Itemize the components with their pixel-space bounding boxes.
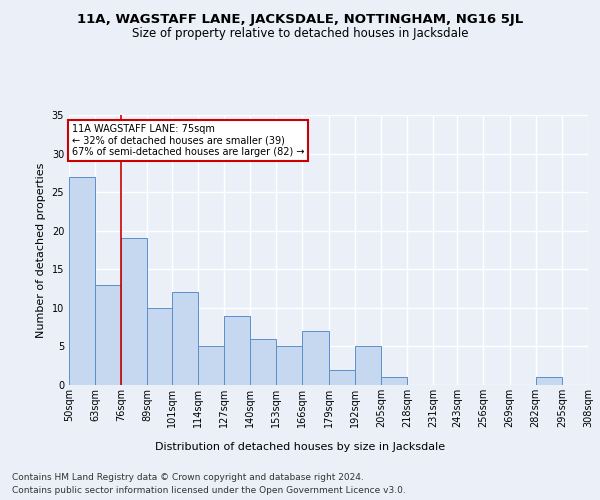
Bar <box>224 316 250 385</box>
Bar <box>148 308 172 385</box>
Y-axis label: Number of detached properties: Number of detached properties <box>36 162 46 338</box>
Text: Contains HM Land Registry data © Crown copyright and database right 2024.: Contains HM Land Registry data © Crown c… <box>12 472 364 482</box>
Bar <box>198 346 224 385</box>
Text: Size of property relative to detached houses in Jacksdale: Size of property relative to detached ho… <box>132 28 468 40</box>
Text: 11A WAGSTAFF LANE: 75sqm
← 32% of detached houses are smaller (39)
67% of semi-d: 11A WAGSTAFF LANE: 75sqm ← 32% of detach… <box>72 124 305 158</box>
Bar <box>302 331 329 385</box>
Bar <box>355 346 381 385</box>
Bar <box>329 370 355 385</box>
Bar <box>381 378 407 385</box>
Bar <box>121 238 148 385</box>
Bar <box>95 284 121 385</box>
Bar <box>276 346 302 385</box>
Bar <box>172 292 198 385</box>
Bar <box>536 378 562 385</box>
Bar <box>250 338 276 385</box>
Text: Contains public sector information licensed under the Open Government Licence v3: Contains public sector information licen… <box>12 486 406 495</box>
Bar <box>69 176 95 385</box>
Text: Distribution of detached houses by size in Jacksdale: Distribution of detached houses by size … <box>155 442 445 452</box>
Text: 11A, WAGSTAFF LANE, JACKSDALE, NOTTINGHAM, NG16 5JL: 11A, WAGSTAFF LANE, JACKSDALE, NOTTINGHA… <box>77 12 523 26</box>
